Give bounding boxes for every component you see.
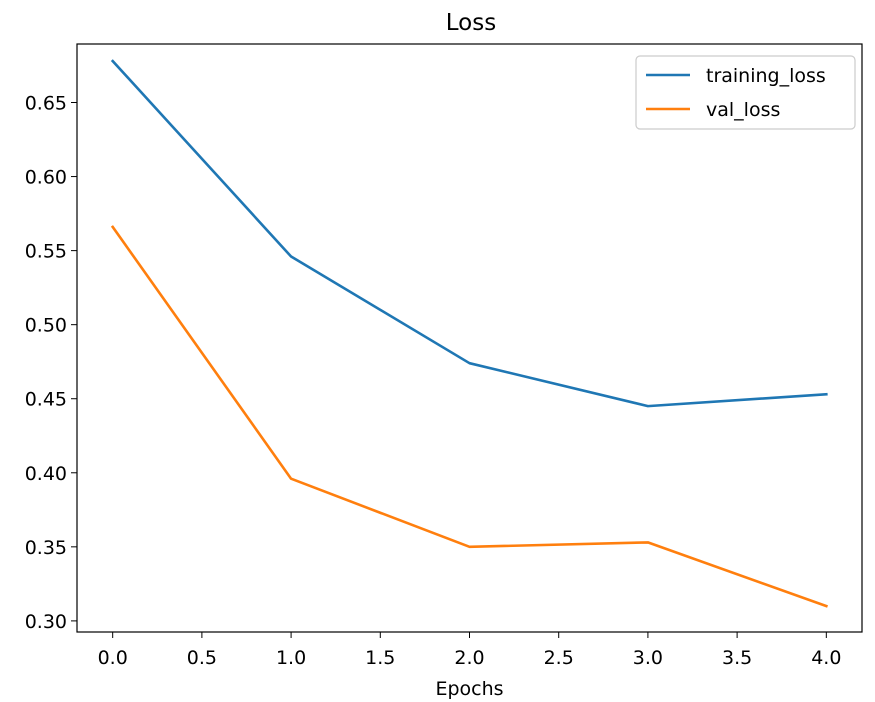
val-loss-point	[290, 477, 292, 480]
training-loss-point	[825, 393, 828, 396]
val-loss-point	[468, 546, 471, 548]
x-tick-label: 0.0	[98, 647, 128, 669]
plot-frame	[76, 43, 863, 633]
x-tick-label: 1.0	[276, 647, 306, 669]
y-tick-label: 0.30	[25, 611, 67, 633]
training-loss-point	[468, 362, 471, 364]
training-loss-point	[111, 60, 114, 62]
val-loss-point	[111, 226, 114, 228]
y-tick-label: 0.40	[25, 463, 67, 485]
val-loss-point	[647, 541, 649, 544]
x-tick-label: 2.0	[454, 647, 484, 669]
y-tick-label: 0.65	[25, 93, 67, 115]
series-layer	[110, 59, 828, 608]
y-tick-label: 0.60	[25, 167, 67, 189]
x-tick-label: 3.5	[722, 647, 752, 669]
legend-box	[635, 55, 856, 130]
y-tick-label: 0.50	[25, 315, 67, 337]
y-tick-label: 0.35	[25, 537, 67, 559]
y-tick-label: 0.55	[25, 241, 67, 263]
x-tick-label: 1.5	[365, 647, 395, 669]
legend-label: training_loss	[706, 65, 826, 87]
x-tick-label: 0.5	[187, 647, 217, 669]
y-tick-label: 0.45	[25, 389, 67, 411]
training-loss-point	[290, 255, 292, 258]
x-tick-label: 4.0	[811, 647, 841, 669]
x-tick-label: 2.5	[544, 647, 574, 669]
chart-title: Loss	[446, 10, 496, 36]
legend: training_loss val_loss	[635, 55, 856, 130]
legend-label: val_loss	[706, 99, 780, 121]
val-loss-point	[825, 605, 828, 607]
x-axis-title: Epochs	[435, 678, 503, 700]
x-tick-label: 3.0	[633, 647, 663, 669]
training-loss-point	[647, 405, 649, 407]
axes-layer: 0.0 0.5 1.0 1.5 2.0 2.5 3.0 3.5 4.0 0.30 0.35 0.40 0…	[25, 93, 842, 669]
